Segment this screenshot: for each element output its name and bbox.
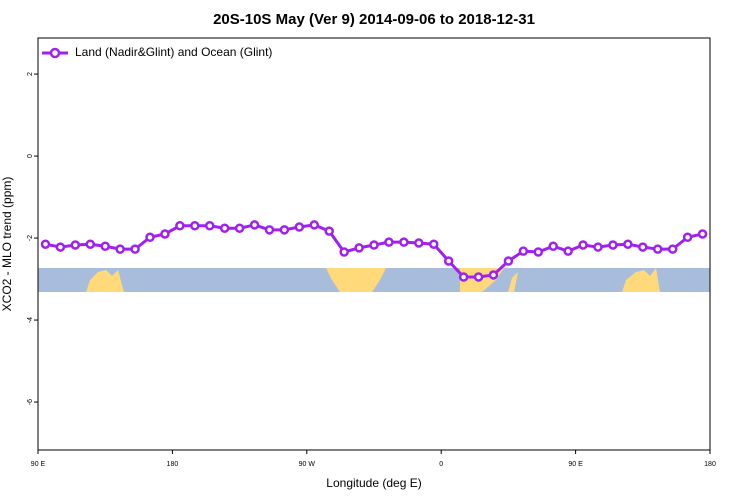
x-tick-label: 0 [439,461,443,468]
point [279,225,290,235]
legend-label: Land (Nadir&Glint) and Ocean (Glint) [75,45,272,59]
x-tick-label: 180 [704,461,716,468]
y-tick-label: 2 [27,72,34,76]
x-tick-label: 90 E [31,461,46,468]
point [100,241,110,252]
point [219,223,230,233]
point [458,272,469,282]
point [578,240,588,250]
x-tick-label: 90 E [568,461,583,468]
point [70,240,81,250]
point [294,222,305,232]
point [55,242,66,252]
point [339,247,349,257]
point [652,244,663,254]
point [697,229,708,239]
point [324,226,334,236]
y-tick-label: -4 [27,317,34,323]
point [473,272,484,282]
y-tick-label: -6 [27,399,34,405]
point [623,239,633,249]
point [145,232,155,242]
point [503,256,514,266]
point [414,238,424,248]
point [190,221,200,231]
point [264,225,275,235]
point [563,246,573,256]
x-axis-label: Longitude (deg E) [326,476,421,490]
point [369,240,379,250]
point [234,223,245,233]
point [488,270,499,280]
point [354,243,364,253]
point [608,240,618,250]
point [428,239,439,249]
plot-frame [37,37,711,451]
point [175,221,185,231]
x-tick-label: 90 W [299,461,316,468]
point [384,237,394,247]
point [443,256,454,266]
chart-title: 20S-10S May (Ver 9) 2014-09-06 to 2018-1… [213,11,535,28]
point [40,239,51,249]
map-strip [38,268,710,292]
point [548,241,558,252]
y-axis-label: XCO2 - MLO trend (ppm) [0,177,14,312]
point [533,247,544,257]
point [249,220,260,230]
point [309,220,320,230]
legend-marker [49,47,61,59]
point [115,244,125,254]
point [130,244,140,254]
point [593,242,603,252]
y-tick-label: 0 [27,154,34,158]
y-tick-label: -2 [27,235,34,241]
point [85,239,96,249]
point [518,246,529,256]
point [399,237,409,247]
x-tick-label: 180 [167,461,179,468]
point [667,244,678,254]
point [160,229,170,239]
point [682,232,693,242]
point [638,242,648,252]
point [204,221,215,231]
